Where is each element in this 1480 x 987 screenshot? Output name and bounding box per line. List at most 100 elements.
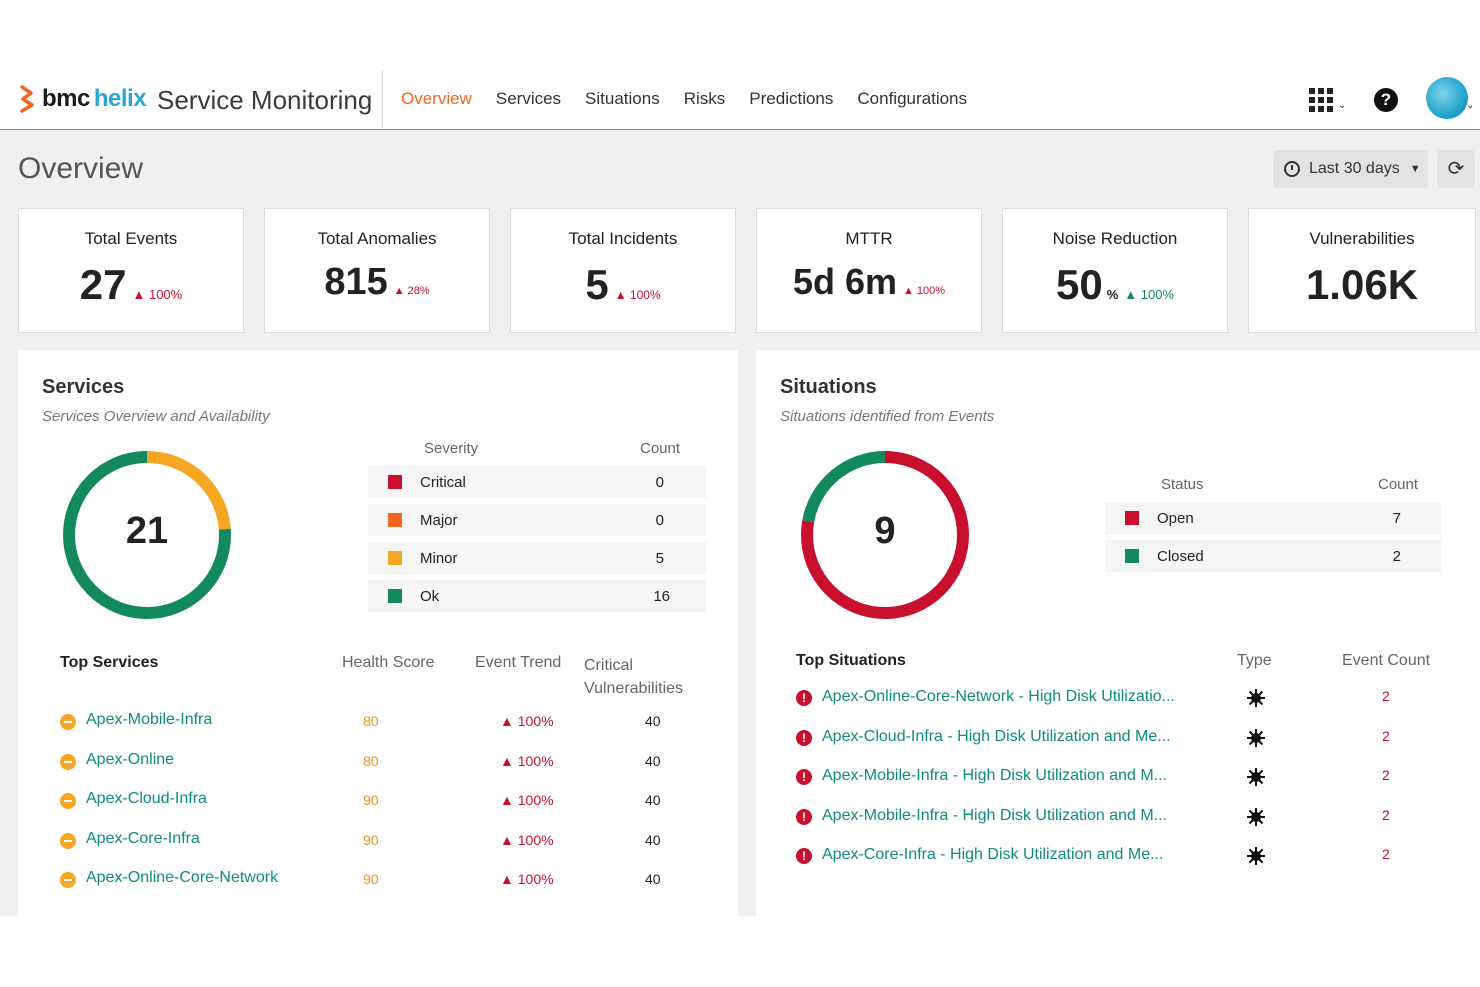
severity-count: 16: [653, 587, 670, 605]
severity-row-critical[interactable]: Critical 0: [368, 466, 706, 498]
kpi-trend: ▲ 100%: [1124, 287, 1174, 302]
top-services-header: Top Services: [60, 654, 159, 671]
kpi-value: 815: [324, 261, 388, 303]
services-donut-chart: [63, 451, 231, 619]
kpi-trend: ▲ 100%: [902, 285, 946, 297]
status-header: Status: [1161, 476, 1204, 493]
caret-down-icon: ▼: [1409, 163, 1421, 175]
severity-label: Critical: [420, 473, 466, 491]
bmc-helix-logo[interactable]: bmc helix: [18, 84, 147, 114]
event-trend: ▲ 100%: [500, 713, 554, 729]
nav-configurations[interactable]: Configurations: [857, 89, 968, 108]
situation-link[interactable]: Apex-Online-Core-Network - High Disk Uti…: [822, 688, 1175, 705]
main-nav: Overview Services Situations Risks Predi…: [401, 89, 991, 109]
minor-status-icon: [60, 832, 76, 849]
severity-count: 0: [655, 473, 664, 491]
situations-subtitle: Situations identified from Events: [780, 408, 995, 425]
service-link[interactable]: Apex-Core-Infra: [86, 829, 200, 847]
services-donut-ok-segment[interactable]: [63, 451, 231, 619]
kpi-card-vulnerabilities[interactable]: Vulnerabilities 1.06K: [1248, 208, 1476, 333]
situations-donut[interactable]: 9: [798, 448, 972, 622]
minor-status-icon: [60, 872, 76, 888]
anomaly-icon: [1245, 766, 1267, 788]
critical-alert-icon: !: [796, 769, 812, 785]
page-title: Overview: [18, 152, 144, 185]
service-link[interactable]: Apex-Online: [86, 750, 175, 768]
kpi-card-noise-reduction[interactable]: Noise Reduction 50 % ▲ 100%: [1002, 208, 1228, 333]
kpi-trend: ▲ 100%: [132, 287, 183, 302]
kpi-card-total-incidents[interactable]: Total Incidents 5 ▲ 100%: [510, 208, 736, 333]
nav-predictions[interactable]: Predictions: [749, 89, 834, 108]
severity-row-minor[interactable]: Minor 5: [368, 542, 706, 574]
situation-link[interactable]: Apex-Mobile-Infra - High Disk Utilizatio…: [822, 806, 1168, 824]
status-row-open[interactable]: Open 7: [1105, 502, 1441, 534]
event-count: 2: [1382, 767, 1390, 783]
service-link[interactable]: Apex-Mobile-Infra: [86, 711, 213, 728]
event-count-header[interactable]: Event Count: [1342, 652, 1431, 669]
nav-services[interactable]: Services: [495, 89, 562, 108]
header-divider: [382, 70, 383, 128]
event-trend-header[interactable]: Event Trend: [475, 654, 562, 671]
severity-header: Severity: [424, 440, 479, 457]
event-count: 2: [1382, 846, 1390, 862]
kpi-value: 27: [79, 261, 127, 308]
critical-vulnerabilities-count: 40: [645, 792, 661, 808]
kpi-card-mttr[interactable]: MTTR 5d 6m ▲ 100%: [756, 208, 982, 333]
kpi-trend: ▲ 28%: [393, 285, 430, 297]
ok-swatch: [388, 589, 402, 603]
kpi-label: Total Incidents: [568, 229, 678, 248]
severity-row-ok[interactable]: Ok 16: [368, 580, 706, 612]
chevron-down-icon: ⌄: [1338, 100, 1347, 111]
severity-label: Major: [420, 511, 458, 529]
situation-link[interactable]: Apex-Cloud-Infra - High Disk Utilization…: [822, 727, 1171, 745]
nav-situations[interactable]: Situations: [585, 89, 660, 108]
app-title: Service Monitoring: [157, 85, 373, 115]
critical-alert-icon: !: [796, 690, 812, 706]
kpi-card-total-anomalies[interactable]: Total Anomalies 815 ▲ 28%: [264, 208, 490, 333]
help-icon[interactable]: ?: [1374, 88, 1398, 112]
event-count: 2: [1382, 688, 1390, 704]
severity-label: Minor: [420, 549, 458, 567]
situation-link[interactable]: Apex-Mobile-Infra - High Disk Utilizatio…: [822, 767, 1168, 784]
services-donut[interactable]: 21: [60, 448, 234, 622]
health-score: 90: [363, 871, 379, 887]
status-label: Closed: [1157, 547, 1204, 565]
nav-risks[interactable]: Risks: [683, 89, 726, 108]
services-subtitle: Services Overview and Availability: [42, 408, 270, 425]
chevron-down-icon: ⌄: [1466, 100, 1475, 111]
kpi-card-total-events[interactable]: Total Events 27 ▲ 100%: [18, 208, 244, 333]
time-range-label: Last 30 days: [1309, 160, 1400, 177]
anomaly-icon: [1245, 845, 1267, 867]
overview-page: Overview Last 30 days ▼ ⟳ Total Events 2…: [0, 130, 1480, 916]
kpi-label: Total Anomalies: [317, 229, 437, 248]
type-header[interactable]: Type: [1237, 652, 1272, 669]
clock-icon: [1284, 161, 1300, 177]
severity-row-major[interactable]: Major 0: [368, 504, 706, 536]
refresh-icon[interactable]: ⟳: [1437, 150, 1475, 188]
minor-swatch: [388, 551, 402, 565]
health-score: 90: [363, 831, 379, 848]
time-range-dropdown[interactable]: Last 30 days ▼: [1273, 150, 1428, 188]
situations-title: Situations: [780, 376, 877, 398]
critical-vulnerabilities-header[interactable]: Critical Vulnerabilities: [584, 657, 684, 697]
event-trend: ▲ 100%: [500, 831, 554, 848]
severity-label: Ok: [420, 587, 440, 605]
service-link[interactable]: Apex-Online-Core-Network: [86, 869, 279, 886]
severity-count: 0: [655, 511, 664, 529]
apps-grid-icon[interactable]: [1309, 88, 1337, 112]
situation-link[interactable]: Apex-Core-Infra - High Disk Utilization …: [822, 846, 1164, 863]
event-count: 2: [1382, 806, 1390, 823]
logo-helix-text: helix: [93, 85, 147, 112]
health-score-header[interactable]: Health Score: [342, 654, 435, 671]
logo-bmc-text: bmc: [42, 85, 90, 112]
kpi-label: Vulnerabilities: [1309, 229, 1415, 248]
user-avatar[interactable]: [1426, 77, 1468, 119]
service-link[interactable]: Apex-Cloud-Infra: [86, 790, 207, 807]
status-row-closed[interactable]: Closed 2: [1105, 540, 1441, 572]
nav-overview[interactable]: Overview: [401, 89, 472, 108]
health-score: 90: [363, 792, 379, 808]
situations-donut-closed-segment[interactable]: [801, 451, 969, 619]
situations-donut-chart: [801, 451, 969, 619]
severity-count-header: Count: [640, 440, 681, 457]
severity-count: 5: [655, 549, 664, 567]
